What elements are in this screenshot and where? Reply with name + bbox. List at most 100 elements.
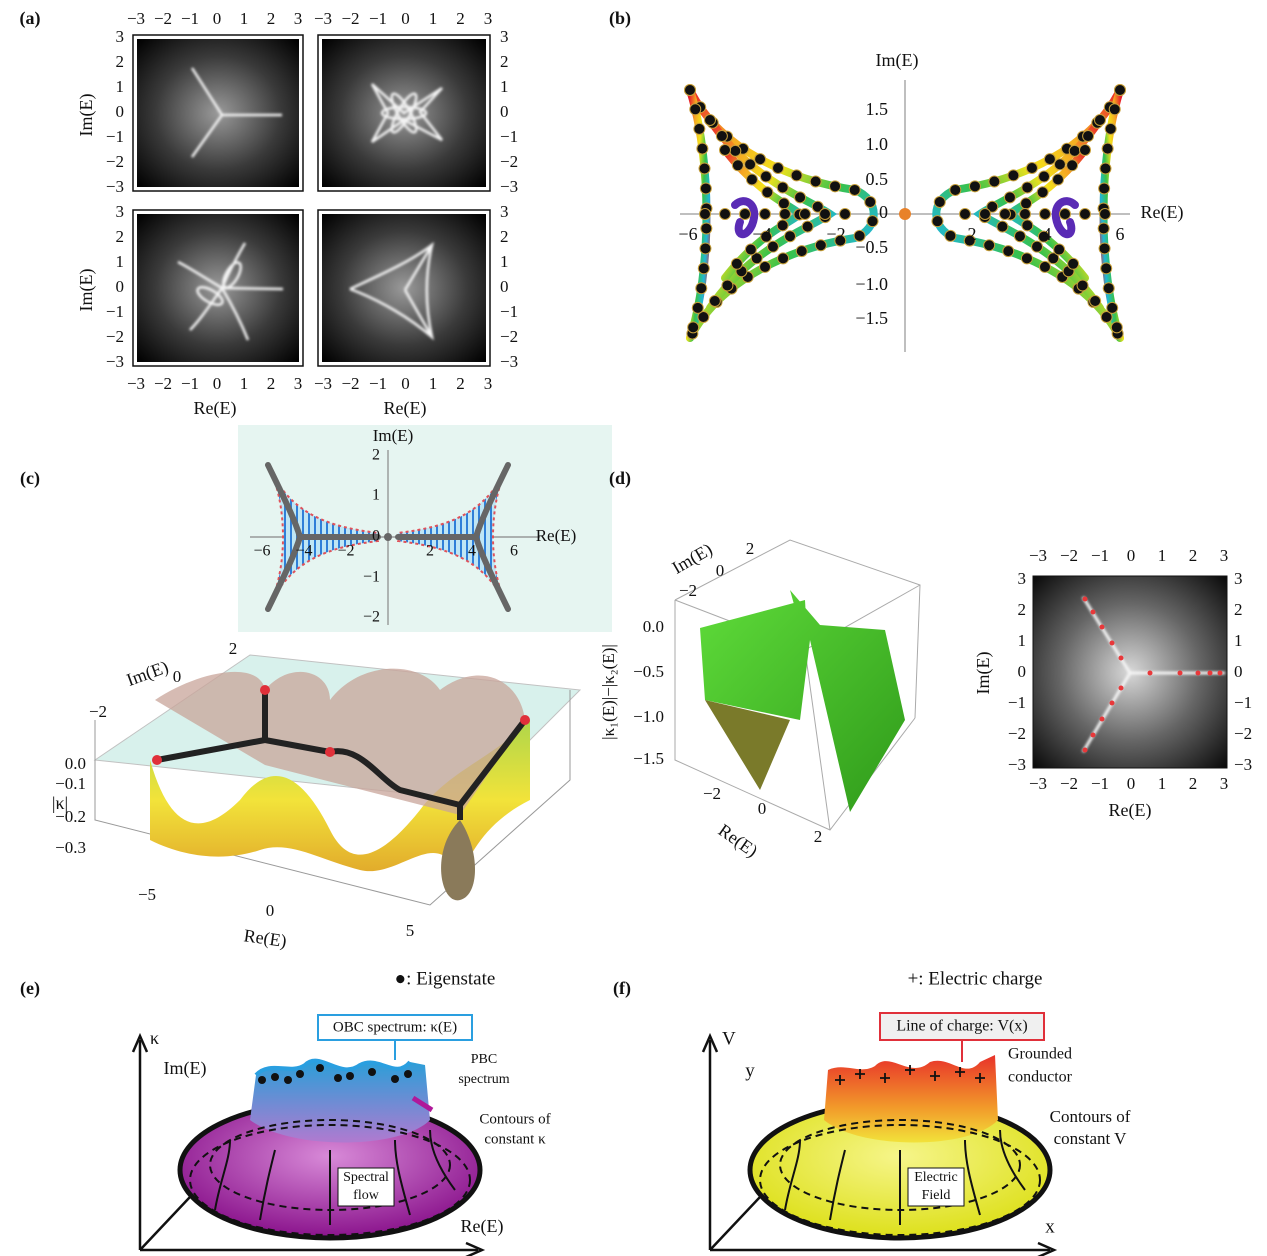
eigenstate-dot [1106, 301, 1119, 314]
x-axis-label: Re(E) [194, 398, 237, 419]
legend: ●: Eigenstate [395, 968, 496, 989]
eigenstate-dot [698, 162, 711, 175]
eigenstate-dot [744, 158, 757, 171]
z-tick-label: −0.2 [55, 807, 86, 826]
y-tick-label: 0 [879, 202, 888, 222]
y-tick-label: −3 [500, 177, 518, 196]
eigenstate-dot [949, 183, 962, 196]
x-tick-label: 3 [294, 9, 303, 28]
eigenstate-dot [1020, 252, 1033, 265]
eigenstate-dot [699, 242, 712, 255]
x-tick-label: −5 [138, 885, 156, 904]
eigenstate-dot [1036, 186, 1049, 199]
x-tick-label: −2 [337, 543, 354, 560]
x-tick-label: 0 [401, 374, 410, 393]
eigenstate-dot [730, 257, 743, 270]
eigenstate-dot [721, 279, 734, 292]
eigenstate-dot [1114, 84, 1126, 96]
y-tick-label: −2 [500, 327, 518, 346]
z-tick-label: 0.0 [65, 754, 86, 773]
eigenstate-dot [1043, 153, 1056, 166]
eigenstate-dot [1038, 170, 1051, 183]
x-tick-label: −3 [1029, 774, 1047, 793]
z-axis-label: |κ₁(E)|−|κ₂(E)| [599, 644, 618, 740]
eigenstate-dot [745, 173, 758, 186]
y-tick-label: −2 [106, 152, 124, 171]
y-tick-label: −2 [1234, 724, 1252, 743]
y-tick-label: −2 [89, 702, 107, 721]
eigenstate-dot [864, 195, 877, 208]
eigenstate-dot [1102, 282, 1115, 295]
x-tick-label: −1 [181, 374, 199, 393]
eigenstate-dot [766, 240, 779, 253]
note: spectrum [458, 1072, 509, 1087]
eigenstate-dot [819, 208, 831, 220]
y-tick-label: 1 [116, 77, 125, 96]
y-tick-label: 2 [1234, 600, 1243, 619]
y-tick-label: 0 [1234, 662, 1243, 681]
z-tick-label: 0.0 [643, 617, 664, 636]
eigenstate-dot [959, 208, 971, 220]
y-tick-label: 0.5 [866, 169, 889, 189]
y-axis-label: Im(E) [373, 426, 414, 445]
x-tick-label: −2 [341, 374, 359, 393]
note: PBC [471, 1052, 497, 1067]
x-tick-label: 0 [213, 9, 222, 28]
x-tick-label: −1 [369, 9, 387, 28]
y-axis-label: Im(E) [973, 652, 994, 695]
eigenstate-dot [933, 195, 946, 208]
panel-c-surface [93, 654, 582, 906]
eigenstate-dot [739, 208, 751, 220]
x-tick-label: 4 [468, 543, 476, 560]
eigenstate-dot [1076, 279, 1089, 292]
x-tick-label: −4 [295, 543, 312, 560]
eigenstate-dot [1068, 144, 1081, 157]
eigenstate-dot [699, 182, 712, 195]
y-tick-label: −3 [106, 352, 124, 371]
x-tick-label: 0 [1127, 546, 1136, 565]
panel-b-spectrum [680, 80, 1130, 352]
panel-label: (d) [609, 468, 631, 489]
eigenstate-dot [1099, 162, 1112, 175]
eigenstate-dot [1067, 257, 1080, 270]
eigenstate-dot [983, 239, 996, 252]
callout: Electric [914, 1170, 958, 1185]
x-tick-label: 2 [426, 543, 434, 560]
x-tick-label: 1 [429, 9, 438, 28]
eigenstate-dot [689, 103, 702, 116]
y-axis-label: Im(E) [124, 656, 172, 690]
eigenstate-dot [1079, 144, 1091, 156]
eigenstate-dot [853, 229, 866, 242]
y-tick-label: 3 [1018, 569, 1027, 588]
eigenstate-dot [772, 161, 785, 174]
eigenstate-dot [750, 252, 763, 265]
x-axis-label: Re(E) [536, 526, 577, 545]
eigenstate-dot [809, 175, 822, 188]
note: Contours of [1050, 1107, 1131, 1126]
x-tick-label: 2 [267, 374, 276, 393]
eigenstate-dot [1037, 230, 1050, 243]
panel-label: (a) [20, 8, 41, 29]
y-tick-label: 1.5 [866, 99, 889, 119]
eigenstate-dot [1108, 103, 1121, 116]
x-tick-label: 2 [456, 9, 465, 28]
eigenstate-dot [1099, 208, 1111, 220]
eigenstate-dot [799, 208, 811, 220]
x-tick-label: 2 [456, 374, 465, 393]
legend: +: Electric charge [908, 968, 1043, 989]
z-axis-label: |κ| [52, 793, 68, 813]
eigenstate-dot [1059, 208, 1071, 220]
x-axis-label: Re(E) [384, 398, 427, 419]
y-tick-label: 2 [229, 639, 238, 658]
callout: Spectral [343, 1170, 389, 1185]
x-tick-label: 1 [240, 374, 249, 393]
eigenstate-dot [776, 181, 789, 194]
eigenstate-dot [811, 200, 824, 213]
eigenstate-dot [1066, 159, 1079, 172]
y-tick-label: 0 [173, 667, 182, 686]
y-tick-label: 1 [1234, 631, 1243, 650]
eigenstate-dot [744, 243, 757, 256]
x-tick-label: −3 [1029, 546, 1047, 565]
x-tick-label: 2 [1189, 774, 1198, 793]
x-tick-label: 3 [484, 374, 493, 393]
